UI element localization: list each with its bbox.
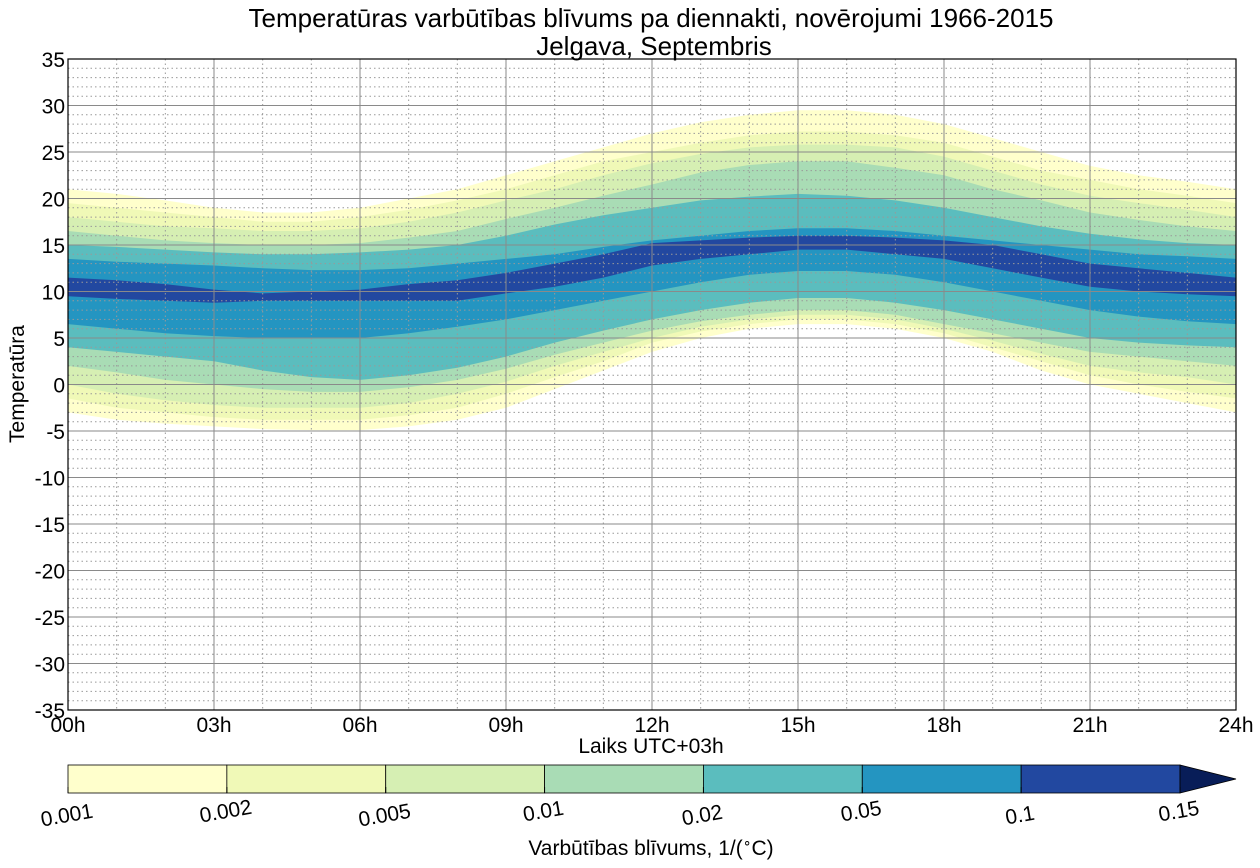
colorbar-segment: [226, 764, 387, 794]
x-tick-label: 18h: [926, 714, 961, 737]
x-tick-label: 15h: [780, 714, 815, 737]
y-tick-label: 5: [53, 328, 65, 351]
plot-frame: [67, 58, 1237, 711]
y-tick-label: 35: [42, 49, 65, 72]
colorbar-segment: [67, 764, 228, 794]
y-tick-label: -20: [35, 561, 65, 584]
y-tick-label: -25: [35, 607, 65, 630]
chart-title: Temperatūras varbūtības blīvums pa dienn…: [248, 3, 1053, 33]
plot-area: 00h 03h 06h 09h 12h 15h 18h 21h 24h -35 -30 -25 -20 -…: [35, 49, 1254, 737]
y-tick-label: 0: [53, 375, 65, 398]
x-tick-label: 12h: [634, 714, 669, 737]
y-tick-label: -5: [46, 421, 65, 444]
colorbar-segment: [1020, 764, 1181, 794]
colorbar-segment: [385, 764, 545, 794]
y-tick-label: -30: [35, 654, 65, 677]
colorbar-tick-label: 0.1: [1004, 802, 1037, 830]
x-tick-label: 00h: [50, 714, 85, 737]
colorbar-label-degree: ∘: [743, 834, 752, 850]
y-axis-label: Temperatūra: [6, 325, 29, 443]
colorbar-segment: [544, 764, 704, 794]
chart-subtitle: Jelgava, Septembris: [536, 31, 772, 61]
colorbar-segment: [703, 764, 863, 794]
y-tick-label: 25: [42, 142, 65, 165]
y-tick-label: 15: [42, 235, 65, 258]
y-tick-label: -15: [35, 514, 65, 537]
y-tick-label: -35: [35, 700, 65, 723]
y-tick-label: 20: [42, 189, 65, 212]
colorbar-label-unit: C): [751, 837, 773, 860]
x-tick-label: 21h: [1072, 714, 1107, 737]
y-tick-label: 30: [42, 96, 65, 119]
x-tick-label: 03h: [196, 714, 231, 737]
y-tick-label: 10: [42, 282, 65, 305]
colorbar-label-text: Varbūtības blīvums, 1/(: [528, 837, 742, 860]
x-tick-label: 06h: [342, 714, 377, 737]
colorbar-segment: [861, 764, 1022, 794]
colorbar: 0.001 0.002 0.005 0.01 0.02 0.05 0.1 0.15: [39, 764, 1237, 831]
colorbar-label: Varbūtības blīvums, 1/(∘C): [528, 834, 773, 860]
x-tick-label: 09h: [488, 714, 523, 737]
colorbar-extend-arrow: [1179, 764, 1237, 794]
x-axis-label: Laiks UTC+03h: [578, 735, 723, 758]
y-tick-label: -10: [35, 468, 65, 491]
x-tick-label: 24h: [1218, 714, 1253, 737]
